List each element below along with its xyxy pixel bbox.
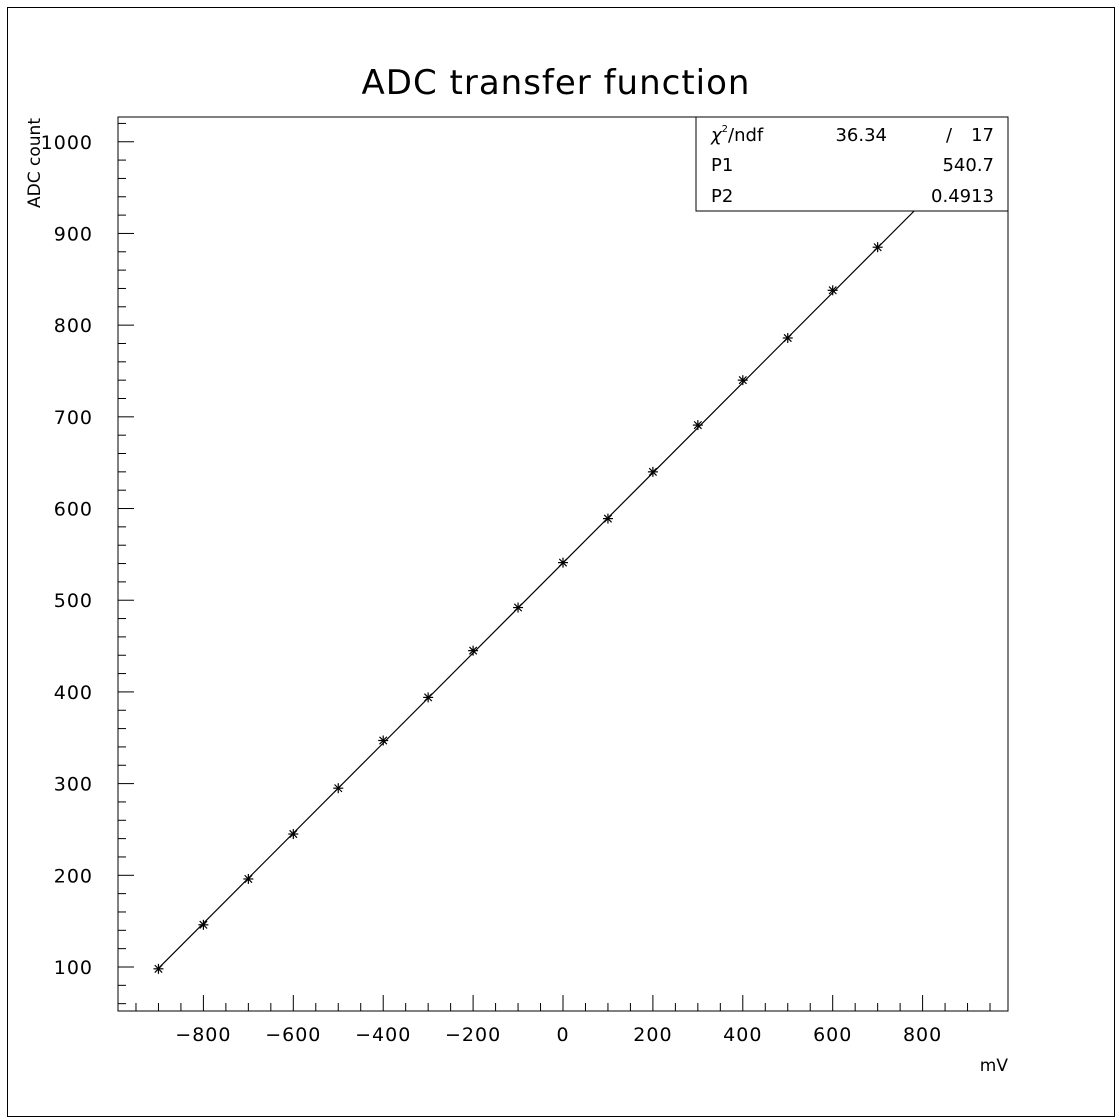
stats-p1-label: P1 (711, 155, 733, 176)
stats-chi2-suffix: /ndf (728, 125, 764, 146)
stats-box: χ2/ndf 36.34 / 17 P1 540.7 P2 0.4913 (695, 116, 1009, 212)
x-tick-label: −400 (355, 1024, 411, 1046)
y-tick-label: 200 (54, 865, 93, 887)
x-tick-label: −200 (445, 1024, 501, 1046)
x-tick-label: 600 (813, 1024, 852, 1046)
x-tick-label: 200 (633, 1024, 672, 1046)
data-point (782, 332, 793, 343)
data-point (333, 783, 344, 794)
data-point (378, 735, 389, 746)
data-point (827, 285, 838, 296)
data-point (872, 242, 883, 253)
x-tick-label: −800 (175, 1024, 231, 1046)
stats-chi2-sup: 2 (722, 124, 728, 135)
x-axis-label: mV (980, 1056, 1009, 1076)
y-tick-label: 400 (54, 682, 93, 704)
data-point (243, 873, 254, 884)
stats-separator: / (946, 125, 953, 146)
stats-p2-value: 0.4913 (931, 186, 994, 207)
x-tick-label: 800 (903, 1024, 942, 1046)
data-point (602, 513, 613, 524)
y-tick-label: 600 (54, 499, 93, 521)
data-point (468, 645, 479, 656)
y-tick-label: 500 (54, 590, 93, 612)
stats-chi2-label: χ2/ndf (710, 124, 764, 146)
chart-title: ADC transfer function (362, 63, 751, 103)
y-axis-ticks: 100 200 300 400 500 600 700 800 900 1000 (41, 122, 134, 1005)
y-tick-label: 1000 (41, 132, 93, 154)
data-point (558, 557, 568, 568)
x-tick-label: 400 (723, 1024, 762, 1046)
y-tick-label: 800 (54, 315, 93, 337)
y-axis-label: ADC count (25, 118, 45, 208)
x-tick-label: −600 (265, 1024, 321, 1046)
stats-chi2-symbol: χ (710, 125, 723, 146)
y-tick-label: 300 (54, 774, 93, 796)
x-axis-ticks: −800 −600 −400 −200 0 200 400 600 800 (135, 995, 991, 1046)
data-point (288, 829, 299, 840)
x-tick-label: 0 (556, 1024, 569, 1046)
stats-box-frame (695, 116, 1009, 212)
data-point (692, 420, 703, 431)
data-point (737, 375, 748, 386)
y-tick-label: 100 (54, 957, 93, 979)
y-tick-label: 900 (54, 223, 93, 245)
stats-ndf-value: 17 (971, 125, 994, 146)
data-point (153, 963, 164, 974)
stats-chi2-value: 36.34 (835, 125, 887, 146)
stats-p1-value: 540.7 (942, 155, 994, 176)
data-point (423, 692, 434, 703)
stats-p2-label: P2 (711, 186, 733, 207)
data-point (198, 919, 209, 930)
data-point (647, 466, 658, 477)
y-tick-label: 700 (54, 407, 93, 429)
data-point (513, 602, 524, 613)
